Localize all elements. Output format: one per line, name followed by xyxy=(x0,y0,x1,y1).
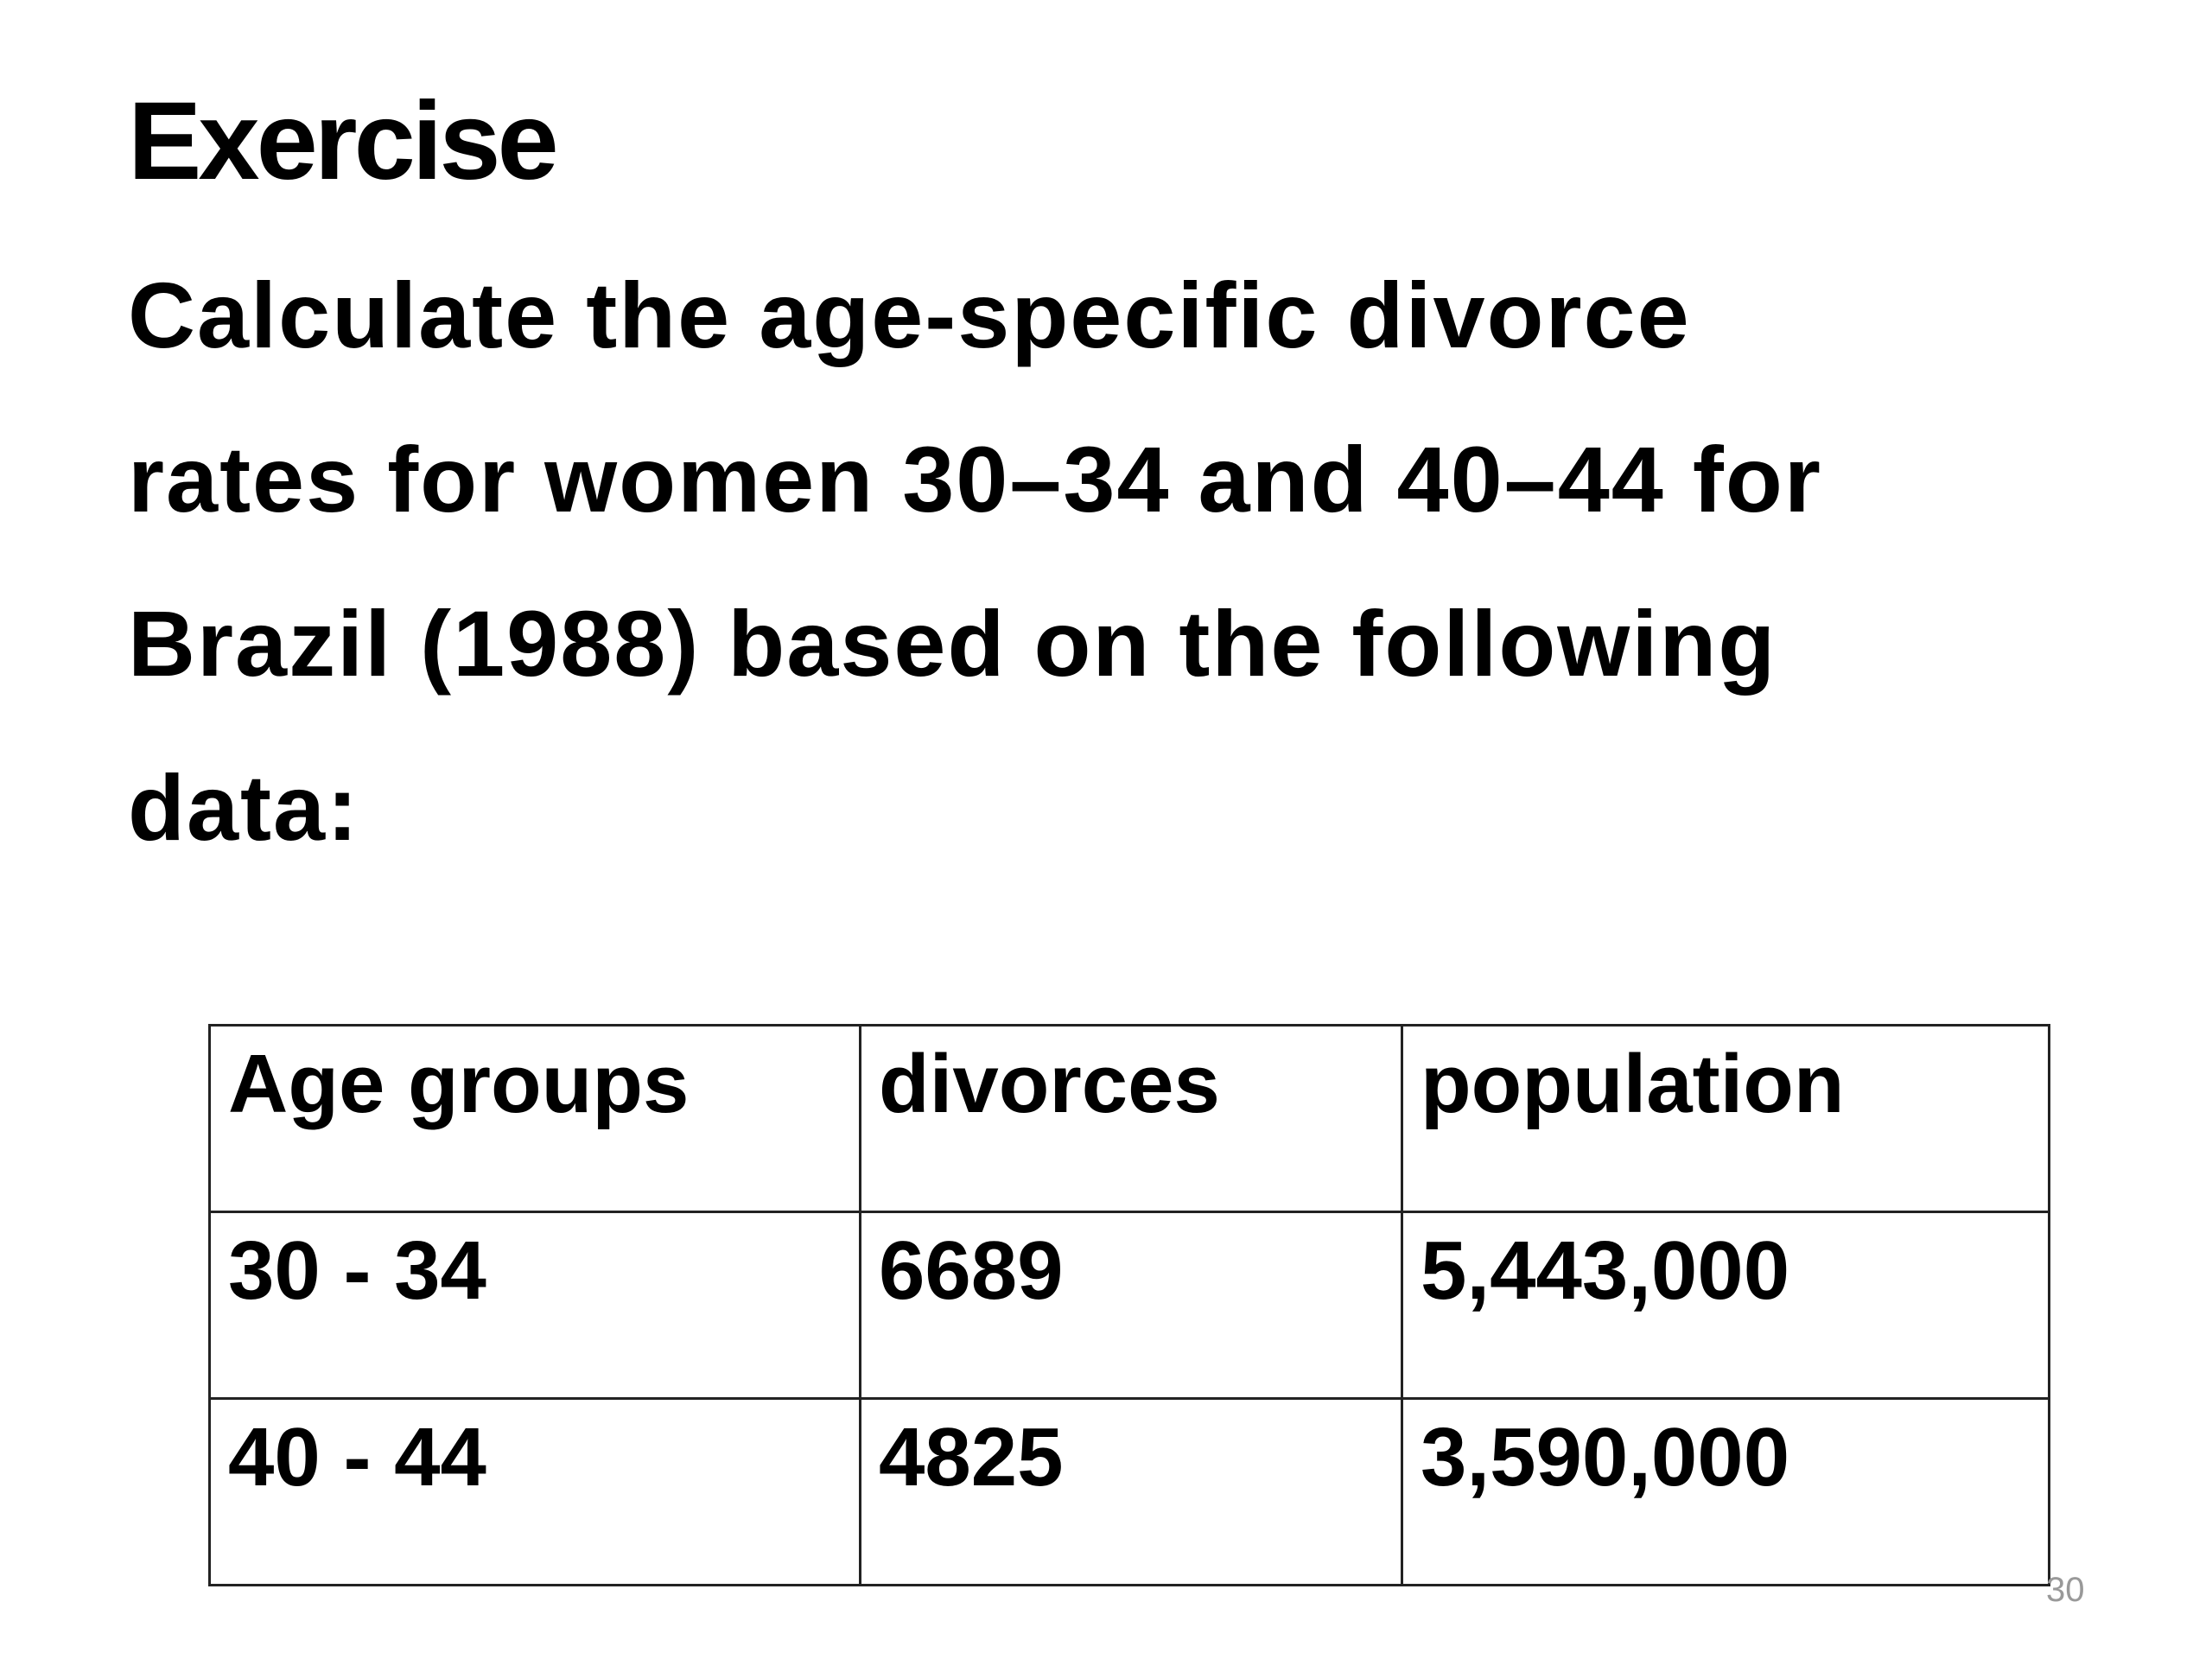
body-line: rates for women 30–34 and 40–44 for xyxy=(128,427,1822,531)
cell: 4825 xyxy=(859,1397,1403,1586)
cell: 6689 xyxy=(859,1211,1403,1400)
cell: 40 - 44 xyxy=(208,1397,861,1586)
cell: 5,443,000 xyxy=(1401,1211,2050,1400)
header-cell: population xyxy=(1401,1024,2050,1213)
body-line: Calculate the age-specific divorce xyxy=(128,263,1691,367)
title: Exercise xyxy=(128,79,559,203)
page-number: 30 xyxy=(2046,1571,2085,1609)
cell: 3,590,000 xyxy=(1401,1397,2050,1586)
cell: 30 - 34 xyxy=(208,1211,861,1400)
header-cell: divorces xyxy=(859,1024,1403,1213)
data-table: Age groups divorces population 30 - 34 6… xyxy=(208,1024,2050,1586)
header-row: Age groups divorces population xyxy=(208,1024,2050,1213)
table-row: 30 - 34 6689 5,443,000 xyxy=(208,1211,2050,1400)
body-line: data: xyxy=(128,755,360,860)
body-text: Calculate the age-specific divorce rates… xyxy=(128,259,1822,916)
table-row: 40 - 44 4825 3,590,000 xyxy=(208,1397,2050,1586)
body-line: Brazil (1988) based on the following xyxy=(128,591,1777,696)
header-cell: Age groups xyxy=(208,1024,861,1213)
